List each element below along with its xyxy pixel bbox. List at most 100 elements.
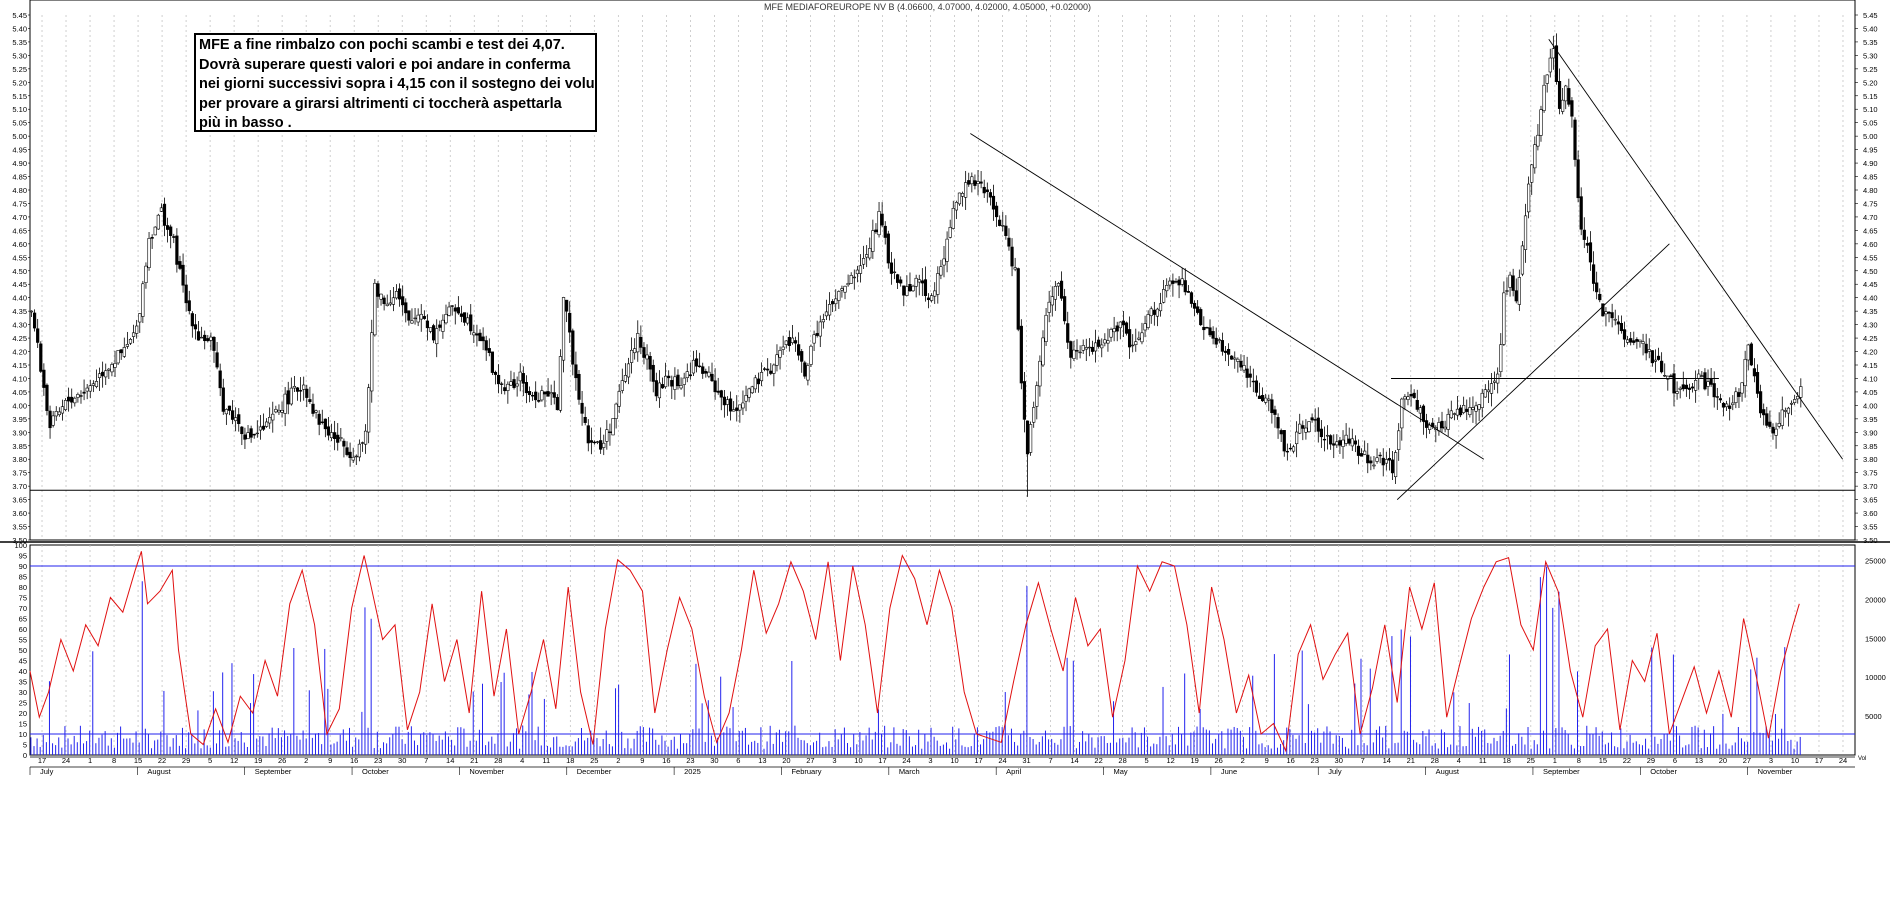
candle-down	[1115, 325, 1119, 332]
candle-up	[933, 290, 937, 297]
candle-up	[1406, 396, 1410, 400]
candle-up	[1706, 381, 1710, 387]
candle-up	[877, 211, 881, 236]
x-tick-label: 11	[542, 756, 550, 765]
x-tick-label: 26	[278, 756, 286, 765]
candle-down	[333, 432, 337, 440]
candle-down	[1186, 290, 1190, 293]
candle-down	[1718, 398, 1722, 401]
annotation-line-1: MFE a fine rimbalzo con pochi scambi e t…	[199, 37, 565, 53]
candle-up	[385, 303, 389, 306]
y-tick-label-right: 5.35	[1863, 38, 1878, 47]
candle-up	[1777, 423, 1781, 427]
candle-down	[1610, 312, 1614, 319]
y-tick-label-right: 3.95	[1863, 415, 1878, 424]
candle-down	[1347, 438, 1351, 444]
candle-up	[1001, 225, 1005, 227]
candle-down	[973, 180, 977, 186]
candle-up	[1724, 403, 1729, 408]
candle-up	[1641, 341, 1645, 344]
candle-down	[308, 399, 312, 402]
x-tick-label: 3	[928, 756, 932, 765]
candle-down	[1440, 420, 1444, 429]
candle-up	[1499, 344, 1503, 373]
candle-up	[258, 426, 262, 431]
candle-down	[1415, 399, 1419, 410]
candle-down	[880, 213, 884, 226]
y-tick-label-right: 5.25	[1863, 65, 1878, 74]
candle-down	[193, 324, 198, 330]
candle-down	[800, 351, 804, 362]
x-tick-label: 4	[1457, 756, 1461, 765]
candle-down	[883, 225, 887, 238]
volume-tick-label: 25000	[1865, 557, 1886, 566]
candle-up	[936, 273, 940, 295]
candle-up	[1743, 359, 1747, 386]
candle-up	[391, 297, 396, 305]
candle-down	[568, 312, 572, 333]
candle-up	[373, 282, 377, 336]
month-label: March	[899, 767, 920, 776]
candle-up	[138, 313, 142, 323]
candle-down	[203, 334, 207, 342]
candle-up	[1035, 385, 1039, 407]
y-tick-label-left: 4.90	[12, 159, 27, 168]
candle-down	[1127, 329, 1132, 348]
candle-down	[1762, 409, 1766, 416]
candle-down	[886, 233, 890, 264]
candle-down	[1282, 430, 1286, 452]
candle-down	[899, 279, 903, 284]
candle-down	[484, 340, 488, 351]
x-tick-label: 22	[1623, 756, 1631, 765]
candle-down	[218, 370, 222, 389]
price-panel-frame	[29, 0, 1856, 541]
candle-up	[1492, 380, 1497, 383]
candle-up	[1774, 428, 1778, 436]
y-tick-label-left: 3.65	[12, 496, 27, 505]
candle-up	[1131, 344, 1135, 347]
candle-down	[45, 384, 49, 411]
y-tick-label-right: 4.40	[1863, 294, 1878, 303]
candle-down	[1254, 380, 1259, 393]
candle-down	[404, 302, 408, 314]
candle-up	[1140, 332, 1144, 343]
x-tick-label: 6	[736, 756, 740, 765]
candle-up	[1740, 382, 1744, 394]
candle-down	[1644, 343, 1648, 354]
candle-up	[837, 291, 841, 301]
candle-up	[911, 285, 915, 292]
candle-down	[212, 336, 216, 351]
candle-down	[592, 441, 597, 444]
candle-down	[184, 284, 188, 304]
candle-down	[493, 371, 498, 375]
candle-down	[1319, 428, 1323, 438]
candle-up	[682, 377, 686, 385]
candle-up	[360, 442, 365, 444]
candle-up	[549, 392, 553, 395]
candle-up	[1564, 85, 1568, 102]
month-label: February	[791, 767, 821, 776]
trendline	[1548, 38, 1843, 460]
month-label: May	[1114, 767, 1128, 776]
candle-up	[200, 336, 204, 339]
candle-up	[1335, 441, 1339, 446]
candle-down	[1598, 293, 1602, 301]
candle-down	[1066, 323, 1070, 343]
candle-down	[1199, 309, 1203, 326]
x-tick-label: 21	[1407, 756, 1415, 765]
candle-down	[1768, 421, 1772, 427]
y-tick-label-left: 4.85	[12, 173, 27, 182]
candle-down	[639, 337, 643, 348]
candle-up	[135, 325, 139, 334]
y-tick-label-left: 4.50	[12, 267, 27, 276]
candle-up	[394, 291, 399, 299]
candle-up	[611, 418, 615, 436]
candle-up	[827, 304, 832, 316]
candle-down	[1591, 264, 1596, 284]
candle-up	[357, 443, 361, 458]
x-tick-label: 17	[974, 756, 982, 765]
candle-up	[1489, 383, 1494, 394]
candle-down	[1424, 420, 1429, 428]
x-tick-label: 19	[254, 756, 262, 765]
